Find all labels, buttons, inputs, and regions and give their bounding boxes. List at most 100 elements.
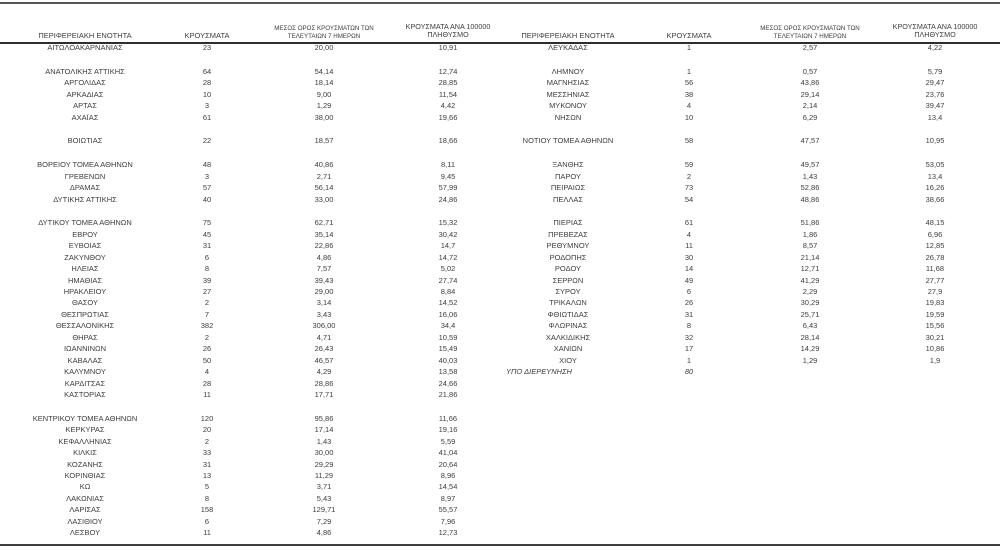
cell-region: ΚΕΦΑΛΛΗΝΙΑΣ (58, 436, 112, 446)
cell-avg7: 28,14 (800, 332, 820, 342)
cell-region: ΚΟΡΙΝΘΙΑΣ (64, 470, 106, 480)
cell-region: ΛΗΜΝΟΥ (551, 66, 585, 76)
cell-cases: 5 (204, 482, 210, 492)
cell-avg7: 18,14 (314, 78, 334, 88)
cell-per100k: 12,73 (438, 528, 458, 538)
table-row: ΜΑΓΝΗΣΙΑΣ 56 43,86 29,47 (503, 77, 995, 88)
cell-avg7: 5,43 (316, 493, 332, 503)
cell-cases: 54 (684, 194, 694, 204)
cell-cases: 10 (684, 112, 694, 122)
table-row: ΡΟΔΟΠΗΣ 30 21,14 26,78 (503, 252, 995, 263)
cell-per100k: 5,02 (440, 264, 456, 274)
cell-region: ΕΥΒΟΙΑΣ (68, 241, 102, 251)
cell-cases: 59 (684, 160, 694, 170)
col-header-avg7: ΜΕΣΟΣ ΟΡΟΣ ΚΡΟΥΣΜΑΤΩΝ ΤΩΝ ΤΕΛΕΥΤΑΙΩΝ 7 Η… (250, 25, 398, 40)
cell-avg7: 14,29 (800, 344, 820, 354)
row-spacer (503, 205, 995, 217)
cell-per100k: 40,03 (438, 355, 458, 365)
row-spacer (6, 400, 498, 412)
cell-cases: 2 (686, 171, 692, 181)
cell-avg7: 25,71 (800, 309, 820, 319)
cell-per100k: 11,54 (438, 89, 458, 99)
cell-cases: 26 (684, 298, 694, 308)
header-rule (0, 42, 1000, 44)
cell-region: ΒΟΙΩΤΙΑΣ (67, 136, 103, 146)
table-row: ΣΕΡΡΩΝ 49 41,29 27,77 (503, 275, 995, 286)
cell-avg7: 26,43 (314, 344, 334, 354)
cell-cases: 40 (202, 194, 212, 204)
table-row: ΠΕΛΛΑΣ 54 48,86 38,66 (503, 194, 995, 205)
table-row: ΛΑΚΩΝΙΑΣ 8 5,43 8,97 (6, 493, 498, 504)
cell-avg7: 30,29 (800, 298, 820, 308)
top-rule (0, 2, 1000, 4)
table-row: ΠΑΡΟΥ 2 1,43 13,4 (503, 171, 995, 182)
cell-avg7: 29,29 (314, 459, 334, 469)
table-row: ΠΡΕΒΕΖΑΣ 4 1,86 6,96 (503, 229, 995, 240)
cell-avg7: 1,29 (316, 101, 332, 111)
cell-cases: 31 (202, 459, 212, 469)
cell-region: ΥΠΟ ΔΙΕΡΕΥΝΗΣΗ (506, 367, 572, 377)
col-header-avg7-line1: ΜΕΣΟΣ ΟΡΟΣ ΚΡΟΥΣΜΑΤΩΝ ΤΩΝ (274, 25, 374, 33)
cell-region: ΕΒΡΟΥ (72, 229, 98, 239)
cell-region: ΗΡΑΚΛΕΙΟΥ (63, 287, 107, 296)
cell-per100k: 1,9 (929, 355, 941, 365)
cell-cases: 28 (202, 78, 212, 88)
col-header-per100k-line2: ΠΛΗΘΥΣΜΟ (427, 30, 469, 40)
cell-per100k: 8,11 (440, 160, 456, 170)
cell-region: ΘΕΣΠΡΩΤΙΑΣ (61, 309, 109, 319)
cell-region: ΛΑΣΙΘΙΟΥ (67, 516, 103, 526)
table-row: ΝΟΤΙΟΥ ΤΟΜΕΑ ΑΘΗΝΩΝ 58 47,57 10,95 (503, 135, 995, 146)
cell-per100k: 10,86 (925, 344, 945, 354)
cell-per100k: 9,45 (440, 171, 456, 181)
cell-per100k: 15,56 (925, 321, 945, 331)
table-row: ΧΑΝΙΩΝ 17 14,29 10,86 (503, 343, 995, 354)
cell-region: ΠΙΕΡΙΑΣ (553, 218, 583, 228)
table-row: ΦΘΙΩΤΙΔΑΣ 31 25,71 19,59 (503, 309, 995, 320)
cell-region: ΘΑΣΟΥ (72, 298, 98, 308)
table-row: ΕΒΡΟΥ 45 35,14 30,42 (6, 229, 498, 240)
cell-per100k: 19,66 (438, 112, 458, 122)
cell-avg7: 7,29 (316, 516, 332, 526)
cell-avg7: 20,00 (314, 43, 334, 52)
cell-avg7: 95,86 (314, 413, 334, 423)
table-row: ΙΩΑΝΝΙΝΩΝ 26 26,43 15,49 (6, 343, 498, 354)
cell-cases: 23 (202, 43, 212, 52)
table-row: ΚΕΝΤΡΙΚΟΥ ΤΟΜΕΑ ΑΘΗΝΩΝ 120 95,86 11,66 (6, 413, 498, 424)
cell-cases: 6 (686, 287, 692, 296)
cell-per100k: 14,7 (440, 241, 456, 251)
cell-region: ΗΛΕΙΑΣ (71, 264, 99, 274)
row-spacer (6, 53, 498, 65)
cell-per100k: 5,59 (440, 436, 456, 446)
cell-per100k: 26,78 (925, 252, 945, 262)
cell-per100k: 10,95 (925, 136, 945, 146)
table-row: ΓΡΕΒΕΝΩΝ 3 2,71 9,45 (6, 171, 498, 182)
cell-cases: 17 (684, 344, 694, 354)
cell-region: ΠΕΙΡΑΙΩΣ (550, 183, 586, 193)
cell-cases: 33 (202, 448, 212, 458)
cell-avg7: 51,86 (800, 218, 820, 228)
cell-cases: 7 (204, 309, 210, 319)
cell-avg7: 38,00 (314, 112, 334, 122)
cell-cases: 32 (684, 332, 694, 342)
cell-cases: 6 (204, 252, 210, 262)
col-header-per100k-line1: ΚΡΟΥΣΜΑΤΑ ΑΝΑ 100000 (892, 21, 978, 31)
cell-cases: 26 (202, 344, 212, 354)
cell-per100k: 20,64 (438, 459, 458, 469)
table-body: ΛΕΥΚΑΔΑΣ 1 2,57 4,22 ΛΗΜΝΟΥ 1 0,57 5,79 ΜΑΓΝΗΣΙΑ… (503, 40, 995, 378)
cell-cases: 27 (202, 287, 212, 296)
cell-region: ΚΟΖΑΝΗΣ (67, 459, 103, 469)
cell-cases: 1 (686, 355, 692, 365)
cell-cases: 2 (204, 332, 210, 342)
cell-avg7: 3,43 (316, 309, 332, 319)
cell-avg7: 40,86 (314, 160, 334, 170)
cell-per100k: 41,04 (438, 448, 458, 458)
cell-per100k: 30,42 (438, 229, 458, 239)
table-row: ΑΡΤΑΣ 3 1,29 4,42 (6, 100, 498, 111)
cell-cases: 120 (200, 413, 214, 423)
cell-avg7: 7,57 (316, 264, 332, 274)
cell-per100k: 13,4 (927, 112, 943, 122)
table-row: ΗΡΑΚΛΕΙΟΥ 27 29,00 8,84 (6, 286, 498, 297)
cell-per100k: 24,66 (438, 378, 458, 388)
cell-per100k: 8,84 (440, 287, 456, 296)
cell-region: ΘΕΣΣΑΛΟΝΙΚΗΣ (55, 321, 115, 331)
